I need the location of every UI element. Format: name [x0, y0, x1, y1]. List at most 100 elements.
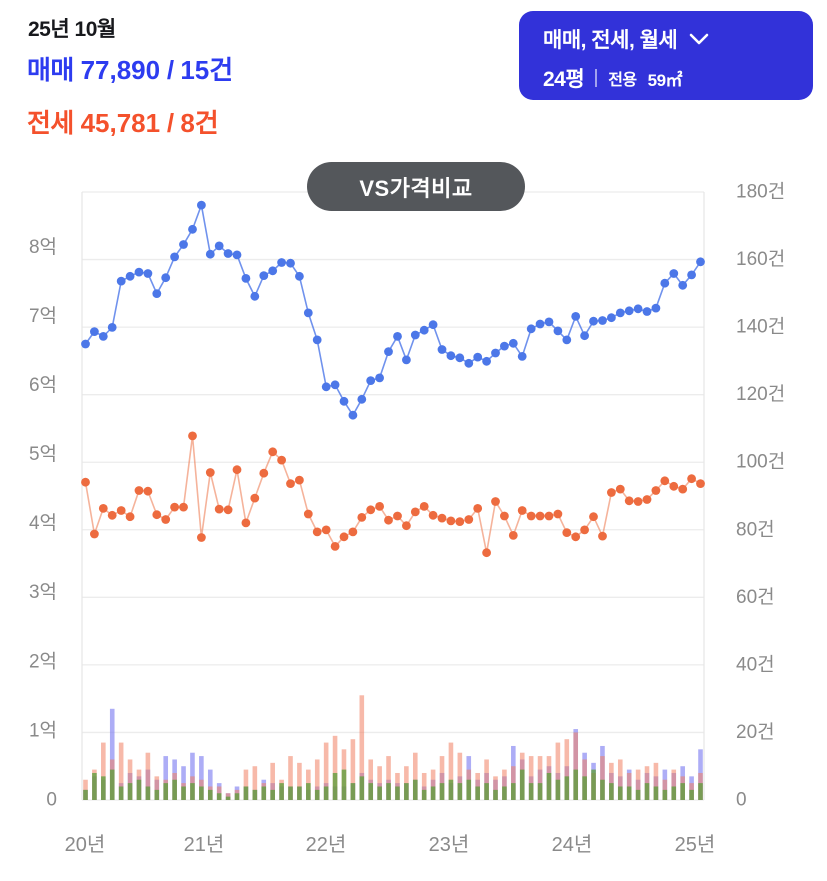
wolse-volume-bar [644, 783, 650, 800]
jeonse-price-point [223, 505, 233, 515]
jeonse-price-point [598, 531, 607, 541]
right-axis-label: 160건 [736, 248, 785, 270]
wolse-volume-bar [412, 779, 418, 800]
jeonse-price-point [402, 521, 411, 531]
wolse-volume-bar [127, 783, 133, 800]
jeonse-price-point [188, 431, 197, 441]
jeonse-price-point [250, 493, 260, 503]
jeonse-price-point [116, 506, 126, 515]
jeonse-volume-bar [600, 756, 605, 800]
wolse-volume-bar [528, 783, 534, 800]
sale-price-point [259, 271, 269, 280]
wolse-volume-bar [172, 779, 177, 800]
chart-plot-area[interactable] [82, 192, 704, 800]
wolse-volume-bar [323, 786, 329, 800]
vs-price-compare-badge[interactable]: VS가격비교 [307, 162, 525, 211]
wolse-volume-bar [582, 776, 587, 800]
wolse-volume-bar [466, 779, 472, 800]
sale-price-point [562, 335, 572, 345]
wolse-volume-bar [626, 786, 632, 800]
wolse-volume-bar [199, 786, 204, 800]
sale-price-point [589, 316, 598, 326]
sale-price-point [143, 269, 153, 278]
left-axis-label: 8억 [29, 236, 57, 258]
wolse-volume-bar [252, 789, 258, 800]
jeonse-price-point [633, 497, 643, 506]
sale-price-point [197, 200, 206, 210]
x-axis-label: 21년 [184, 833, 225, 856]
jeonse-price-point [143, 486, 153, 496]
wolse-volume-bar [457, 783, 463, 800]
right-axis-label: 120건 [736, 383, 785, 405]
sale-price-point [339, 396, 349, 406]
jeonse-volume-bar [368, 759, 374, 800]
jeonse-price-point [678, 484, 688, 494]
jeonse-volume-bar [430, 769, 436, 800]
jeonse-volume-bar [617, 759, 623, 800]
wolse-volume-bar [564, 776, 570, 800]
sale-price-value: 77,890 [80, 55, 161, 85]
jeonse-price-point [179, 502, 188, 512]
wolse-volume-bar [83, 789, 88, 800]
sale-price-point [116, 276, 126, 286]
jeonse-volume-bar [386, 756, 391, 800]
sale-price-line-path [84, 202, 702, 417]
jeonse-price-point [571, 532, 581, 542]
wolse-volume-bar [430, 786, 436, 800]
right-axis-label: 180건 [736, 181, 785, 203]
right-axis-label: 0 [736, 790, 747, 811]
sale-price-point [651, 303, 661, 313]
jeonse-volume-bar [502, 769, 507, 800]
sale-price-point [526, 324, 536, 334]
sale-price-point [188, 224, 197, 234]
jeonse-price-point [205, 468, 215, 477]
wolse-volume-bar [671, 786, 677, 800]
wolse-volume-bar [216, 793, 222, 800]
filter-dropdown-button[interactable]: 매매, 전세, 월세 24평 전용 59㎡ [519, 11, 813, 100]
sale-price-point [366, 376, 376, 385]
sale-price-point [508, 338, 518, 348]
jeonse-price-point [615, 484, 625, 494]
jeonse-price-point [589, 512, 598, 522]
wolse-volume-bar [101, 776, 106, 800]
pyeong-label: 24평 [543, 68, 585, 91]
button-divider [595, 69, 598, 87]
wolse-volume-bar [689, 789, 694, 800]
wolse-volume-bar [163, 783, 169, 800]
wolse-volume-bar [475, 786, 480, 800]
sale-price-point [277, 258, 286, 267]
sale-price-point [375, 373, 384, 383]
jeonse-price-point [464, 515, 474, 524]
jeonse-price-point [508, 531, 518, 540]
wolse-volume-bar [493, 789, 498, 800]
jeonse-volume-bar [573, 732, 579, 800]
sale-count: 15건 [180, 55, 234, 85]
wolse-volume-bar [279, 783, 284, 800]
jeonse-volume-bar [412, 752, 418, 800]
jeonse-volume-bar [653, 762, 659, 800]
wolse-volume-bar [448, 779, 454, 800]
sale-price-point [428, 320, 438, 330]
sale-label: 매매 [27, 55, 74, 85]
jeonse-price-point [410, 507, 420, 517]
sale-price-point [205, 249, 215, 259]
exclusive-area-label: 전용 [608, 72, 637, 89]
right-axis-label: 40건 [736, 653, 775, 675]
jeonse-volume-bar [635, 769, 641, 800]
wolse-volume-bar [225, 796, 231, 800]
wolse-volume-bar [181, 786, 186, 800]
sale-price-point [580, 331, 589, 341]
jeonse-price-point [580, 525, 589, 535]
x-axis-label: 23년 [429, 833, 470, 856]
wolse-volume-bar [136, 779, 142, 800]
jeonse-price-point [535, 511, 545, 521]
wolse-volume-bar [207, 789, 213, 800]
jeonse-price-point [98, 504, 108, 513]
wolse-volume-bar [635, 789, 641, 800]
right-axis-label: 80건 [736, 518, 775, 540]
sale-price-point [419, 325, 429, 335]
sale-price-point [687, 270, 696, 280]
jeonse-volume-bar [493, 776, 498, 800]
jeonse-price-point [286, 479, 295, 488]
jeonse-volume-bar [555, 742, 561, 800]
